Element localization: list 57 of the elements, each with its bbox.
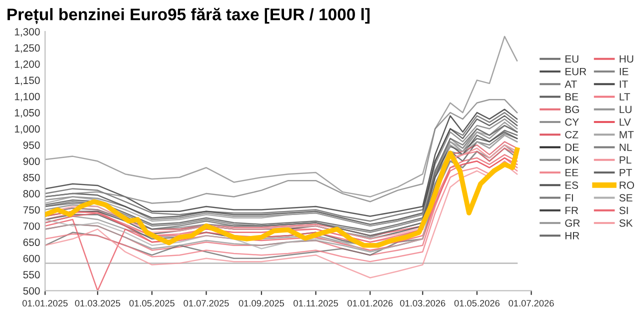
legend-label: FI — [565, 194, 573, 202]
y-tick-label: 500 — [23, 287, 40, 295]
x-tick-label: 01.01.2025 — [22, 300, 68, 306]
y-tick-label: 750 — [23, 206, 40, 214]
legend-label: IE — [620, 68, 628, 76]
legend-label: EU — [565, 55, 578, 63]
legend-label: BG — [565, 106, 579, 114]
legend-label: CZ — [565, 130, 578, 138]
legend-label: AT — [564, 80, 577, 88]
legend-label: DK — [565, 156, 579, 164]
x-tick-label: 01.07.2025 — [184, 300, 229, 306]
y-tick-label: 650 — [23, 238, 40, 246]
y-tick-label: 850 — [23, 174, 40, 182]
legend-label: GR — [565, 219, 580, 227]
legend-label: LU — [620, 106, 632, 114]
y-tick-label: 800 — [23, 190, 40, 198]
y-tick-label: 1,200 — [14, 60, 40, 70]
chart-title: Prețul benzinei Euro95 fără taxe [EUR / 1000 l] — [8, 8, 370, 24]
legend-label: PT — [620, 168, 632, 176]
legend-label: DE — [565, 144, 579, 151]
x-tick-label: 01.11.2025 — [294, 300, 338, 306]
x-tick-label: 01.03.2026 — [400, 300, 446, 306]
y-tick-label: 700 — [23, 222, 40, 230]
x-tick-label: 01.05.2026 — [454, 300, 500, 306]
legend-label: SK — [619, 219, 633, 227]
legend-label: LT — [620, 93, 630, 100]
legend-label: MT — [620, 131, 634, 138]
legend-label: BE — [565, 93, 578, 100]
x-tick-label: 01.01.2026 — [348, 300, 393, 306]
legend-label: PL — [620, 156, 632, 164]
y-tick-label: 950 — [23, 141, 40, 149]
y-tick-label: 1,000 — [14, 125, 40, 134]
legend-label: NL — [620, 144, 632, 151]
legend-label: EUR — [565, 68, 586, 76]
x-tick-label: 01.09.2025 — [238, 300, 284, 306]
legend-label: SI — [619, 206, 628, 214]
x-tick-label: 01.03.2025 — [75, 300, 120, 306]
y-tick-label: 600 — [23, 254, 40, 262]
legend-label: IT — [620, 80, 628, 88]
y-tick-label: 900 — [23, 158, 40, 166]
legend-label: SE — [619, 194, 632, 202]
x-tick-label: 01.05.2025 — [129, 300, 174, 306]
legend-label: LV — [620, 118, 631, 126]
y-tick-label: 1,150 — [14, 76, 40, 86]
y-tick-label: 1,250 — [14, 44, 40, 53]
legend-label: RO — [620, 182, 634, 189]
y-tick-label: 1,050 — [14, 109, 40, 118]
legend-label: CY — [565, 118, 579, 126]
y-tick-label: 550 — [23, 271, 40, 278]
x-tick-label: 01.07.2026 — [508, 300, 554, 306]
legend-label: ES — [565, 182, 578, 189]
y-tick-label: 1,100 — [14, 92, 40, 102]
y-tick-label: 1,300 — [14, 28, 40, 37]
legend-label: EE — [565, 168, 578, 176]
legend-label: HR — [565, 232, 580, 240]
legend-label: HU — [620, 55, 634, 63]
legend-label: FR — [565, 206, 578, 214]
